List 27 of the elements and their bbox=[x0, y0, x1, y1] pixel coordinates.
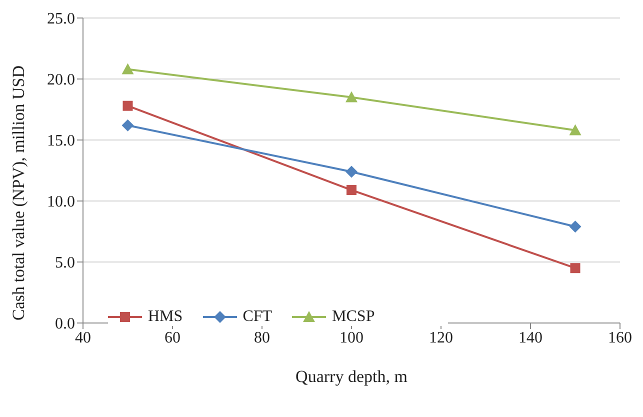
legend-label: MCSP bbox=[332, 308, 375, 326]
x-tick-label: 120 bbox=[429, 329, 453, 346]
point bbox=[346, 185, 356, 196]
point bbox=[346, 91, 358, 102]
x-tick-label: 100 bbox=[340, 329, 364, 346]
x-tick-label: 40 bbox=[75, 329, 91, 346]
point bbox=[569, 220, 582, 233]
y-tick-label: 0.0 bbox=[55, 316, 75, 333]
point bbox=[122, 100, 133, 111]
y-axis-title: Cash total value (NPV), million USD bbox=[9, 66, 28, 320]
point bbox=[122, 63, 134, 74]
y-tick-label: 10.0 bbox=[47, 194, 75, 211]
y-tick-label: 20.0 bbox=[47, 72, 75, 89]
legend-label: CFT bbox=[242, 308, 272, 326]
x-tick-label: 80 bbox=[254, 329, 270, 346]
point bbox=[569, 124, 582, 136]
y-tick-label: 25.0 bbox=[47, 10, 75, 28]
x-tick-label: 160 bbox=[608, 329, 632, 346]
point bbox=[346, 166, 358, 178]
point bbox=[570, 263, 580, 274]
x-tick-label: 60 bbox=[164, 329, 180, 346]
x-tick-label: 140 bbox=[518, 329, 542, 346]
x-axis-title: Quarry depth, m bbox=[296, 367, 408, 386]
point bbox=[122, 119, 134, 132]
y-tick-label: 15.0 bbox=[47, 132, 75, 150]
y-tick-label: 5.0 bbox=[55, 254, 75, 272]
legend-label: HMS bbox=[148, 308, 183, 326]
